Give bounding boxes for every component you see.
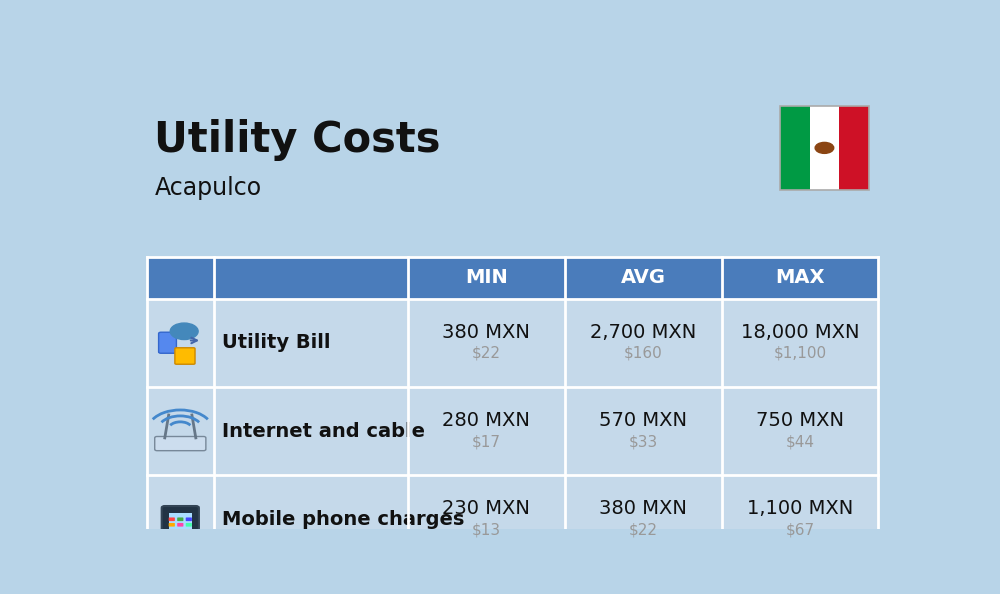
FancyBboxPatch shape (565, 387, 722, 475)
FancyBboxPatch shape (177, 517, 183, 521)
FancyBboxPatch shape (147, 257, 878, 299)
Circle shape (170, 323, 198, 340)
Text: Internet and cable: Internet and cable (222, 422, 425, 441)
FancyBboxPatch shape (408, 299, 565, 387)
Text: $17: $17 (472, 434, 501, 449)
FancyBboxPatch shape (177, 523, 183, 527)
FancyBboxPatch shape (214, 387, 408, 475)
FancyBboxPatch shape (780, 106, 810, 190)
FancyBboxPatch shape (722, 299, 878, 387)
Text: 750 MXN: 750 MXN (756, 411, 844, 430)
FancyBboxPatch shape (722, 387, 878, 475)
FancyBboxPatch shape (214, 475, 408, 564)
FancyBboxPatch shape (186, 517, 192, 521)
Text: $160: $160 (624, 346, 663, 361)
Text: $22: $22 (472, 346, 501, 361)
Circle shape (815, 143, 834, 153)
FancyBboxPatch shape (186, 523, 192, 527)
FancyBboxPatch shape (175, 347, 195, 364)
Text: $22: $22 (629, 522, 658, 538)
Text: Utility Bill: Utility Bill (222, 333, 330, 352)
FancyBboxPatch shape (169, 513, 192, 535)
Text: $1,100: $1,100 (773, 346, 826, 361)
Text: MIN: MIN (465, 268, 508, 287)
FancyBboxPatch shape (408, 475, 565, 564)
FancyBboxPatch shape (159, 332, 176, 353)
Text: 380 MXN: 380 MXN (599, 499, 687, 518)
FancyBboxPatch shape (810, 106, 839, 190)
Text: $67: $67 (785, 522, 814, 538)
Text: AVG: AVG (621, 268, 666, 287)
Text: Utility Costs: Utility Costs (154, 119, 441, 162)
Text: 380 MXN: 380 MXN (442, 323, 530, 342)
Text: 280 MXN: 280 MXN (442, 411, 530, 430)
Text: 18,000 MXN: 18,000 MXN (741, 323, 859, 342)
FancyBboxPatch shape (408, 387, 565, 475)
Text: 1,100 MXN: 1,100 MXN (747, 499, 853, 518)
FancyBboxPatch shape (169, 517, 175, 521)
Text: 2,700 MXN: 2,700 MXN (590, 323, 696, 342)
FancyBboxPatch shape (162, 506, 199, 544)
Text: Acapulco: Acapulco (154, 176, 262, 201)
FancyBboxPatch shape (147, 387, 214, 475)
FancyBboxPatch shape (147, 299, 214, 387)
Text: 570 MXN: 570 MXN (599, 411, 687, 430)
Text: Mobile phone charges: Mobile phone charges (222, 510, 464, 529)
FancyBboxPatch shape (839, 106, 869, 190)
FancyBboxPatch shape (147, 475, 214, 564)
Text: $44: $44 (785, 434, 814, 449)
Text: MAX: MAX (775, 268, 825, 287)
FancyBboxPatch shape (155, 437, 206, 451)
FancyBboxPatch shape (214, 299, 408, 387)
FancyBboxPatch shape (565, 475, 722, 564)
Text: $13: $13 (472, 522, 501, 538)
Text: 230 MXN: 230 MXN (442, 499, 530, 518)
Text: $33: $33 (629, 434, 658, 449)
FancyBboxPatch shape (565, 299, 722, 387)
FancyBboxPatch shape (169, 523, 175, 527)
FancyBboxPatch shape (722, 475, 878, 564)
